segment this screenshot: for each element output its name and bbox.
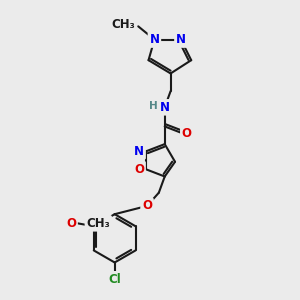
Text: N: N [149, 33, 159, 46]
Text: Cl: Cl [108, 273, 121, 286]
Text: N: N [160, 101, 170, 114]
Text: O: O [182, 127, 192, 140]
Text: CH₃: CH₃ [86, 217, 110, 230]
Text: H: H [149, 101, 158, 111]
Text: O: O [142, 200, 152, 212]
Text: O: O [66, 217, 76, 230]
Text: O: O [134, 163, 144, 176]
Text: N: N [134, 145, 144, 158]
Text: CH₃: CH₃ [112, 18, 135, 32]
Text: N: N [176, 33, 186, 46]
